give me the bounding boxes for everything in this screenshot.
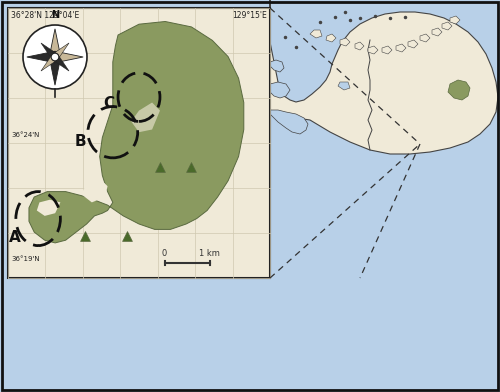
Polygon shape — [49, 57, 61, 85]
Polygon shape — [37, 200, 60, 216]
Polygon shape — [420, 34, 430, 42]
Polygon shape — [270, 0, 498, 154]
Point — [188, 164, 196, 171]
Point — [82, 233, 90, 239]
Text: 0: 0 — [162, 249, 167, 258]
Text: 36°24'N: 36°24'N — [11, 132, 40, 138]
Polygon shape — [131, 102, 160, 132]
Polygon shape — [41, 43, 58, 60]
Polygon shape — [448, 80, 470, 100]
Polygon shape — [432, 28, 442, 36]
Polygon shape — [55, 51, 83, 63]
Polygon shape — [338, 82, 350, 90]
Polygon shape — [355, 42, 364, 50]
Circle shape — [23, 25, 87, 89]
Polygon shape — [27, 51, 55, 63]
Text: 36°28'N 129°04'E: 36°28'N 129°04'E — [11, 11, 79, 20]
Polygon shape — [41, 54, 58, 71]
Text: B: B — [74, 134, 86, 149]
Polygon shape — [396, 44, 406, 52]
Polygon shape — [82, 178, 108, 202]
Polygon shape — [52, 54, 69, 71]
Polygon shape — [270, 110, 308, 134]
Text: 1 km: 1 km — [200, 249, 220, 258]
Text: 129°15'E: 129°15'E — [232, 11, 267, 20]
Polygon shape — [326, 34, 336, 42]
Polygon shape — [52, 43, 69, 60]
Text: A: A — [8, 230, 20, 245]
Bar — [8, 8, 270, 278]
Polygon shape — [29, 22, 244, 243]
Circle shape — [51, 53, 59, 61]
Polygon shape — [368, 46, 378, 54]
Polygon shape — [270, 60, 284, 72]
Polygon shape — [408, 40, 418, 48]
Polygon shape — [49, 29, 61, 57]
Polygon shape — [450, 16, 460, 24]
Text: 36°19'N: 36°19'N — [11, 256, 40, 262]
Polygon shape — [442, 22, 452, 30]
Text: N: N — [51, 10, 59, 20]
Text: C: C — [104, 96, 115, 111]
Polygon shape — [270, 82, 290, 98]
Polygon shape — [382, 46, 392, 54]
Polygon shape — [310, 30, 322, 38]
Point — [156, 164, 164, 171]
Point — [123, 233, 131, 239]
Polygon shape — [340, 38, 350, 46]
